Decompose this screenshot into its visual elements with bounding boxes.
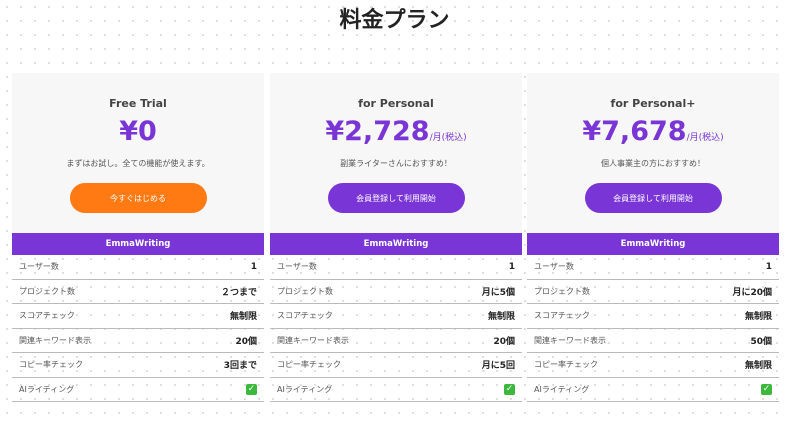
feature-row: AIライティング ✓ bbox=[527, 378, 779, 402]
feature-value: 無制限 bbox=[487, 312, 515, 323]
feature-value: 月に5個 bbox=[481, 287, 515, 298]
feature-value: 50個 bbox=[750, 336, 772, 347]
plan-description: 副業ライターさんにおすすめ！ bbox=[340, 159, 452, 168]
feature-label: コピー率チェック bbox=[534, 360, 598, 370]
feature-label: スコアチェック bbox=[277, 311, 333, 321]
feature-label: コピー率チェック bbox=[277, 360, 341, 370]
feature-row: プロジェクト数 ２つまで bbox=[12, 280, 264, 304]
feature-label: ユーザー数 bbox=[277, 262, 317, 272]
register-button[interactable]: 会員登録して利用開始 bbox=[327, 183, 465, 213]
feature-row: 関連キーワード表示 50個 bbox=[527, 329, 779, 353]
feature-row: 関連キーワード表示 20個 bbox=[12, 329, 264, 353]
plan-description: まずはお試し。全ての機能が使えます。 bbox=[66, 159, 210, 168]
check-icon: ✓ bbox=[761, 383, 772, 395]
feature-value: 1 bbox=[508, 261, 515, 272]
feature-label: 関連キーワード表示 bbox=[19, 335, 91, 345]
feature-row: スコアチェック 無制限 bbox=[270, 304, 522, 329]
feature-row: スコアチェック 無制限 bbox=[527, 304, 779, 329]
register-button[interactable]: 会員登録して利用開始 bbox=[584, 183, 722, 213]
plan-card: Free Trial ¥0 まずはお試し。全ての機能が使えます。 今すぐはじめる… bbox=[12, 73, 264, 402]
feature-row: ユーザー数 1 bbox=[270, 255, 522, 280]
plan-name: for Personal+ bbox=[610, 97, 696, 110]
feature-label: AIライティング bbox=[277, 384, 333, 394]
feature-label: プロジェクト数 bbox=[277, 286, 333, 296]
plan-name: Free Trial bbox=[109, 97, 167, 110]
feature-row: AIライティング ✓ bbox=[270, 378, 522, 402]
feature-value: 1 bbox=[765, 261, 772, 272]
feature-label: コピー率チェック bbox=[19, 360, 83, 370]
feature-value: 月に20個 bbox=[732, 287, 772, 298]
plan-price: ¥2,728/月(税込) bbox=[325, 116, 467, 147]
price-unit: /月(税込) bbox=[429, 133, 467, 143]
feature-row: ユーザー数 1 bbox=[527, 255, 779, 280]
feature-value: 3回まで bbox=[223, 361, 257, 372]
feature-row: プロジェクト数 月に5個 bbox=[270, 280, 522, 304]
feature-label: 関連キーワード表示 bbox=[534, 335, 606, 345]
feature-row: 関連キーワード表示 20個 bbox=[270, 329, 522, 353]
feature-value: 1 bbox=[250, 261, 257, 272]
feature-row: AIライティング ✓ bbox=[12, 378, 264, 402]
feature-value: 無制限 bbox=[744, 312, 772, 323]
feature-label: スコアチェック bbox=[19, 311, 75, 321]
feature-label: プロジェクト数 bbox=[534, 286, 590, 296]
feature-label: 関連キーワード表示 bbox=[277, 335, 349, 345]
feature-label: AIライティング bbox=[19, 384, 75, 394]
plan-card: for Personal ¥2,728/月(税込) 副業ライターさんにおすすめ！… bbox=[270, 73, 522, 402]
feature-row: コピー率チェック 3回まで bbox=[12, 353, 264, 378]
plan-table-header: EmmaWriting bbox=[527, 233, 779, 255]
feature-value: 月に5回 bbox=[481, 361, 515, 372]
feature-label: ユーザー数 bbox=[19, 262, 59, 272]
feature-label: プロジェクト数 bbox=[19, 286, 75, 296]
feature-row: コピー率チェック 月に5回 bbox=[270, 353, 522, 378]
feature-label: スコアチェック bbox=[534, 311, 590, 321]
plan-table-header: EmmaWriting bbox=[12, 233, 264, 255]
feature-value: 20個 bbox=[493, 336, 515, 347]
plan-price: ¥0 bbox=[119, 116, 157, 147]
plan-table-header: EmmaWriting bbox=[270, 233, 522, 255]
feature-value: 無制限 bbox=[744, 361, 772, 372]
feature-row: コピー率チェック 無制限 bbox=[527, 353, 779, 378]
plan-card: for Personal+ ¥7,678/月(税込) 個人事業主の方におすすめ！… bbox=[527, 73, 779, 402]
feature-value: 無制限 bbox=[229, 312, 257, 323]
feature-row: プロジェクト数 月に20個 bbox=[527, 280, 779, 304]
start-trial-button[interactable]: 今すぐはじめる bbox=[69, 183, 207, 213]
feature-value: ２つまで bbox=[220, 287, 257, 298]
check-icon: ✓ bbox=[246, 383, 257, 395]
plan-name: for Personal bbox=[358, 97, 434, 110]
feature-row: スコアチェック 無制限 bbox=[12, 304, 264, 329]
plan-price: ¥7,678/月(税込) bbox=[582, 116, 724, 147]
feature-value: 20個 bbox=[235, 336, 257, 347]
page-title: 料金プラン bbox=[339, 8, 450, 33]
check-icon: ✓ bbox=[504, 383, 515, 395]
plan-description: 個人事業主の方におすすめ！ bbox=[601, 159, 705, 168]
feature-row: ユーザー数 1 bbox=[12, 255, 264, 280]
feature-label: ユーザー数 bbox=[534, 262, 574, 272]
feature-label: AIライティング bbox=[534, 384, 590, 394]
price-unit: /月(税込) bbox=[686, 133, 724, 143]
